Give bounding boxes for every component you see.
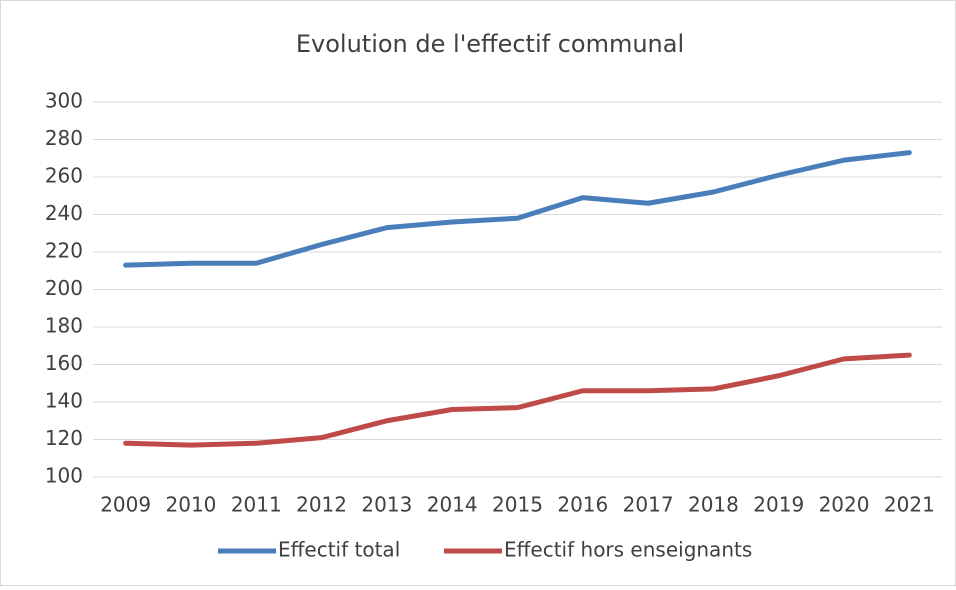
y-tick-label: 120 [45,426,83,450]
x-tick-label: 2020 [819,493,870,517]
x-tick-label: 2019 [753,493,804,517]
chart-title: Evolution de l'effectif communal [296,30,684,58]
x-tick-label: 2015 [492,493,543,517]
line-series [123,352,912,448]
y-tick-label: 260 [45,164,83,188]
y-tick-label: 300 [45,89,83,113]
y-tick-label: 140 [45,389,83,413]
legend-label: Effectif hors enseignants [504,538,752,562]
y-tick-label: 280 [45,126,83,150]
x-tick-label: 2009 [100,493,151,517]
line-series [123,150,912,268]
x-tick-label: 2014 [427,493,478,517]
y-tick-label: 200 [45,276,83,300]
y-tick-label: 100 [45,464,83,488]
x-tick-label: 2016 [557,493,608,517]
x-tick-label: 2012 [296,493,347,517]
x-tick-label: 2021 [884,493,935,517]
y-tick-label: 240 [45,201,83,225]
x-tick-label: 2017 [623,493,674,517]
x-tick-label: 2013 [361,493,412,517]
y-tick-label: 180 [45,314,83,338]
x-tick-label: 2010 [166,493,217,517]
x-tick-label: 2018 [688,493,739,517]
y-tick-label: 220 [45,239,83,263]
x-tick-label: 2011 [231,493,282,517]
y-tick-label: 160 [45,351,83,375]
legend-label: Effectif total [278,538,400,562]
